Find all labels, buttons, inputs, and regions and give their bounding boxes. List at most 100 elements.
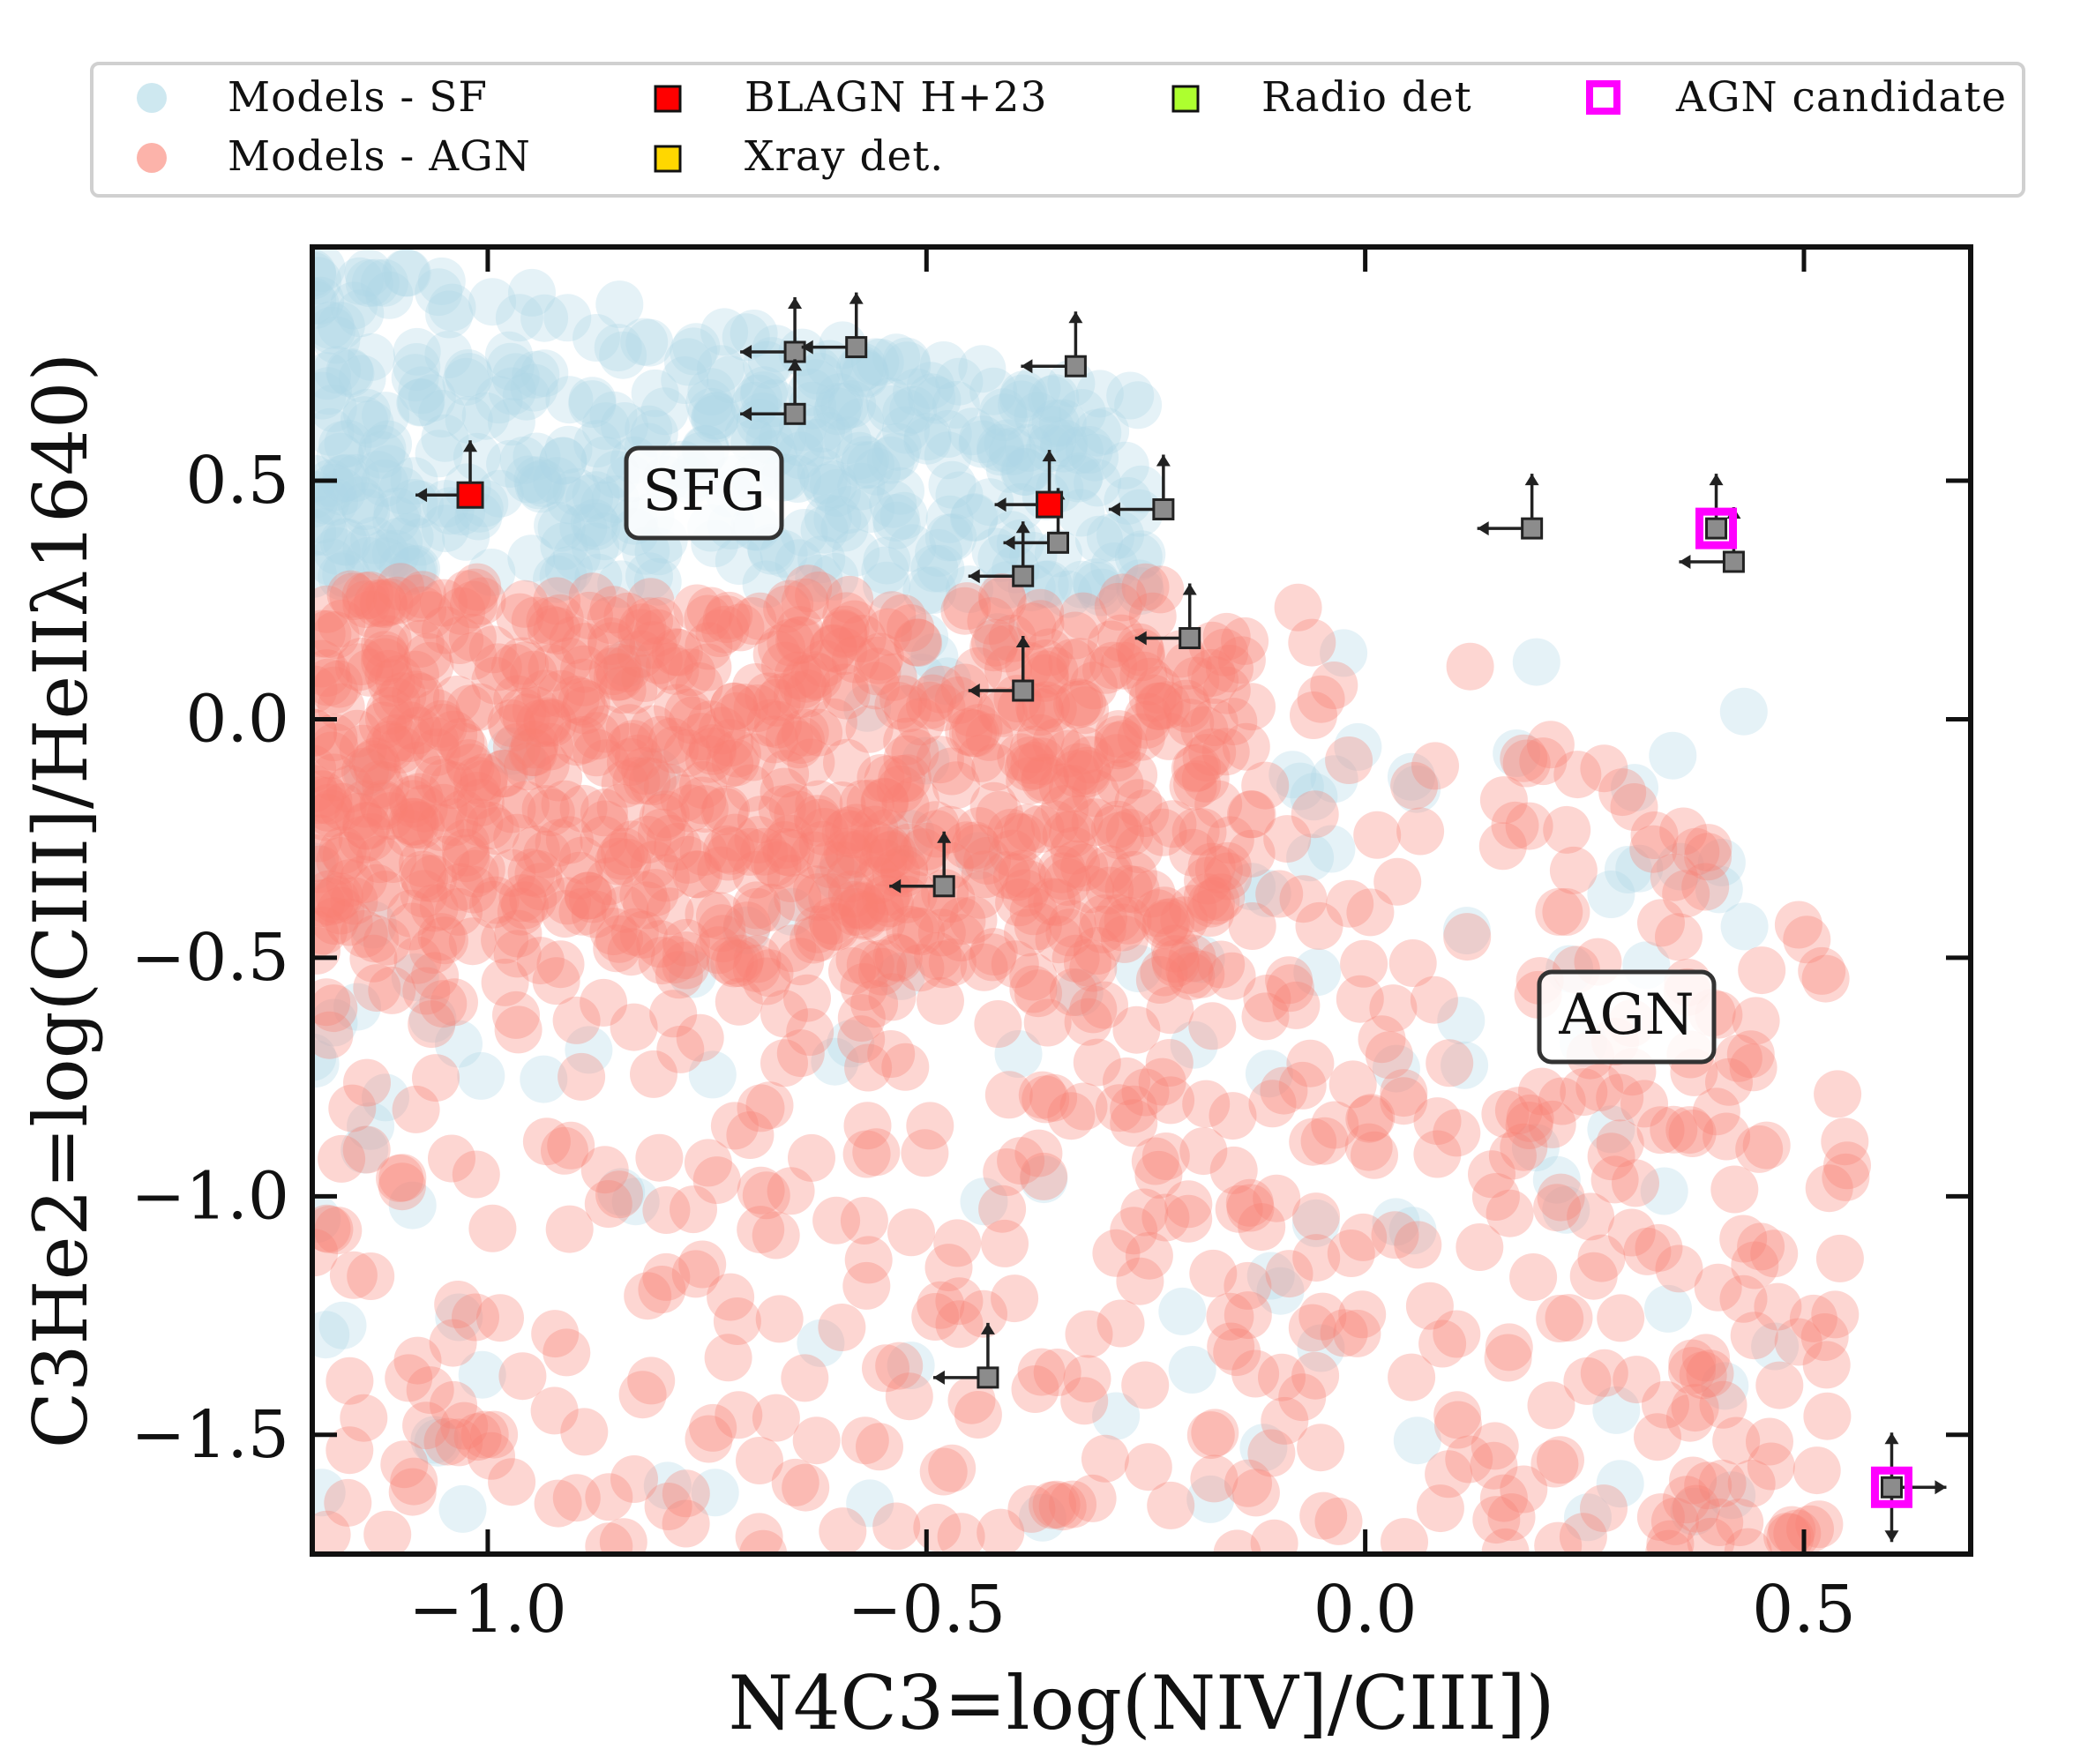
model-agn-point bbox=[445, 739, 493, 788]
model-sf-point bbox=[1170, 1020, 1218, 1069]
model-agn-point bbox=[585, 1522, 633, 1554]
model-agn-point bbox=[1563, 1357, 1612, 1405]
model-sf-point bbox=[1114, 381, 1163, 430]
model-agn-point bbox=[512, 825, 560, 873]
model-sf-point bbox=[883, 341, 932, 390]
model-agn-point bbox=[1253, 1174, 1301, 1222]
model-agn-point bbox=[1095, 710, 1143, 759]
model-agn-point bbox=[1754, 1282, 1802, 1331]
model-agn-point bbox=[787, 738, 835, 787]
model-agn-point bbox=[419, 882, 468, 931]
model-sf-point bbox=[486, 342, 535, 391]
model-sf-point bbox=[1055, 968, 1104, 1017]
model-agn-point bbox=[488, 1458, 536, 1506]
model-sf-point bbox=[1014, 392, 1062, 440]
model-agn-point bbox=[1575, 1064, 1624, 1112]
model-agn-point bbox=[436, 863, 484, 911]
model-agn-point bbox=[339, 724, 387, 773]
model-agn-point bbox=[380, 1440, 429, 1489]
model-agn-point bbox=[528, 699, 577, 747]
model-agn-point bbox=[647, 717, 696, 766]
model-agn-point bbox=[1292, 1192, 1340, 1241]
model-sf-point bbox=[842, 436, 889, 484]
model-agn-point bbox=[1478, 822, 1527, 871]
model-agn-point bbox=[601, 827, 649, 876]
model-sf-point bbox=[393, 544, 440, 593]
model-agn-point bbox=[400, 854, 449, 902]
model-sf-point bbox=[342, 388, 391, 437]
model-sf-point bbox=[580, 512, 629, 561]
model-agn-point bbox=[1081, 1434, 1129, 1483]
model-agn-point bbox=[560, 645, 609, 693]
model-sf-point bbox=[935, 471, 984, 519]
model-sf-point bbox=[722, 313, 770, 362]
model-agn-point bbox=[581, 705, 630, 753]
model-agn-point bbox=[1164, 1180, 1213, 1229]
model-sf-point bbox=[800, 505, 849, 554]
model-agn-point bbox=[869, 653, 917, 701]
model-sf-point bbox=[919, 341, 968, 389]
model-agn-point bbox=[1134, 666, 1183, 714]
model-sf-point bbox=[424, 331, 473, 378]
model-agn-point bbox=[784, 564, 833, 613]
model-sf-point bbox=[1387, 752, 1435, 801]
model-agn-point bbox=[1173, 760, 1222, 808]
model-agn-point bbox=[324, 1478, 372, 1527]
model-agn-point bbox=[395, 773, 444, 821]
model-sf-point bbox=[533, 555, 581, 603]
model-sf-point bbox=[722, 906, 771, 954]
model-agn-point bbox=[977, 1508, 1025, 1554]
model-sf-point bbox=[316, 432, 364, 481]
model-agn-point bbox=[1116, 1257, 1164, 1305]
model-agn-point bbox=[1112, 1005, 1161, 1054]
model-agn-point bbox=[1737, 1222, 1785, 1271]
model-agn-point bbox=[1226, 1184, 1275, 1232]
model-agn-point bbox=[1534, 1521, 1583, 1554]
model-agn-point bbox=[1191, 1409, 1239, 1457]
model-agn-point bbox=[1620, 1080, 1668, 1128]
model-agn-point bbox=[385, 809, 434, 857]
model-sf-point bbox=[1596, 1460, 1644, 1508]
model-agn-point bbox=[1069, 944, 1118, 992]
model-agn-point bbox=[329, 572, 378, 621]
model-agn-point bbox=[488, 785, 536, 833]
model-agn-point bbox=[809, 624, 857, 672]
model-sf-point bbox=[630, 409, 678, 458]
model-agn-point bbox=[346, 571, 394, 619]
model-agn-point bbox=[955, 807, 1004, 856]
model-agn-point bbox=[1607, 1208, 1656, 1257]
model-agn-point bbox=[1553, 751, 1602, 799]
model-agn-point bbox=[420, 579, 468, 627]
model-agn-point bbox=[585, 857, 633, 906]
model-agn-point bbox=[911, 801, 960, 849]
model-sf-point bbox=[312, 476, 350, 525]
model-sf-point bbox=[813, 495, 862, 543]
model-agn-point bbox=[436, 617, 484, 664]
model-agn-point bbox=[809, 698, 857, 746]
model-agn-point bbox=[891, 729, 939, 777]
model-agn-point bbox=[526, 596, 574, 645]
model-agn-point bbox=[391, 650, 439, 699]
model-agn-point bbox=[343, 802, 391, 850]
model-agn-point bbox=[449, 865, 498, 914]
model-sf-point bbox=[1106, 371, 1155, 420]
model-agn-point bbox=[810, 902, 857, 951]
model-agn-point bbox=[668, 648, 715, 697]
model-agn-point bbox=[676, 1013, 724, 1062]
model-agn-point bbox=[1126, 657, 1174, 706]
model-sf-point bbox=[846, 1479, 894, 1528]
model-sf-point bbox=[999, 370, 1048, 419]
model-agn-point bbox=[541, 890, 589, 938]
model-agn-point bbox=[348, 590, 396, 639]
legend-marker-xray bbox=[654, 145, 682, 173]
model-sf-point bbox=[415, 430, 463, 478]
model-agn-point bbox=[641, 854, 690, 902]
model-agn-point bbox=[842, 1130, 891, 1178]
model-agn-point bbox=[412, 689, 460, 737]
model-agn-point bbox=[623, 881, 671, 930]
model-sf-point bbox=[1751, 1322, 1800, 1371]
model-agn-point bbox=[933, 1219, 982, 1267]
model-sf-point bbox=[828, 380, 877, 429]
model-sf-point bbox=[1001, 448, 1050, 497]
model-agn-point bbox=[1344, 1123, 1393, 1171]
